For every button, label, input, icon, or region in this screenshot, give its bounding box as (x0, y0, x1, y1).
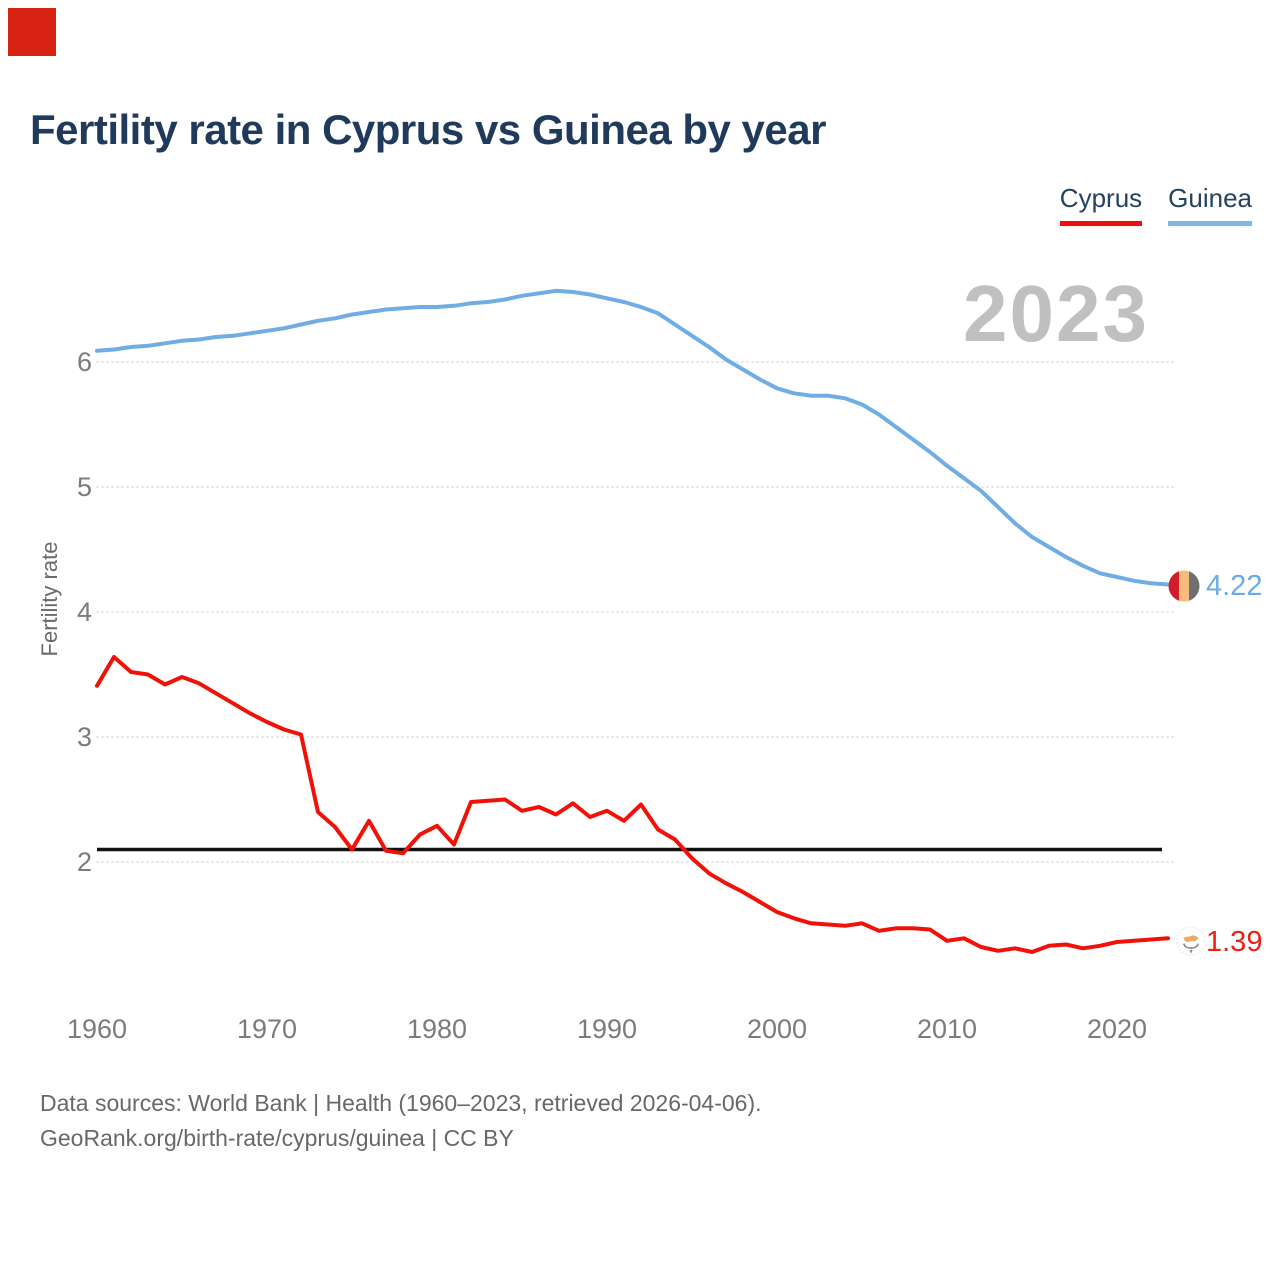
legend: Cyprus Guinea (1059, 183, 1252, 226)
x-tick-label: 2000 (747, 1014, 807, 1044)
footer: Data sources: World Bank | Health (1960–… (40, 1086, 762, 1156)
y-tick-label: 6 (77, 347, 92, 377)
x-tick-label: 1970 (237, 1014, 297, 1044)
x-tick-label: 2010 (917, 1014, 977, 1044)
chart-title: Fertility rate in Cyprus vs Guinea by ye… (30, 106, 826, 153)
cyprus-flag-icon (1176, 926, 1206, 956)
legend-item-guinea[interactable]: Guinea (1168, 183, 1252, 226)
x-tick-label: 1990 (577, 1014, 637, 1044)
y-axis-title: Fertility rate (37, 541, 62, 657)
series-line-cyprus (95, 655, 1170, 954)
y-tick-label: 3 (77, 722, 92, 752)
watermark-year: 2023 (963, 269, 1149, 358)
series-line-guinea (95, 288, 1170, 587)
x-tick-label: 1980 (407, 1014, 467, 1044)
x-tick-label: 2020 (1087, 1014, 1147, 1044)
guinea-flag-icon (1168, 570, 1200, 602)
screen-corner-marker (8, 8, 56, 56)
line-chart: 2 3 4 5 6 1960 1970 1980 1990 2000 2010 2020 (67, 288, 1175, 1044)
footer-attribution[interactable]: GeoRank.org/birth-rate/cyprus/guinea | C… (40, 1125, 514, 1151)
cyprus-end-value: 1.39 (1206, 926, 1263, 958)
x-tick-label: 1960 (67, 1014, 127, 1044)
guinea-end-value: 4.22 (1206, 570, 1263, 602)
y-tick-label: 4 (77, 597, 92, 627)
legend-item-cyprus[interactable]: Cyprus (1059, 183, 1143, 226)
y-tick-label: 5 (77, 472, 92, 502)
y-tick-label: 2 (77, 847, 92, 877)
footer-sources: Data sources: World Bank | Health (1960–… (40, 1090, 762, 1116)
